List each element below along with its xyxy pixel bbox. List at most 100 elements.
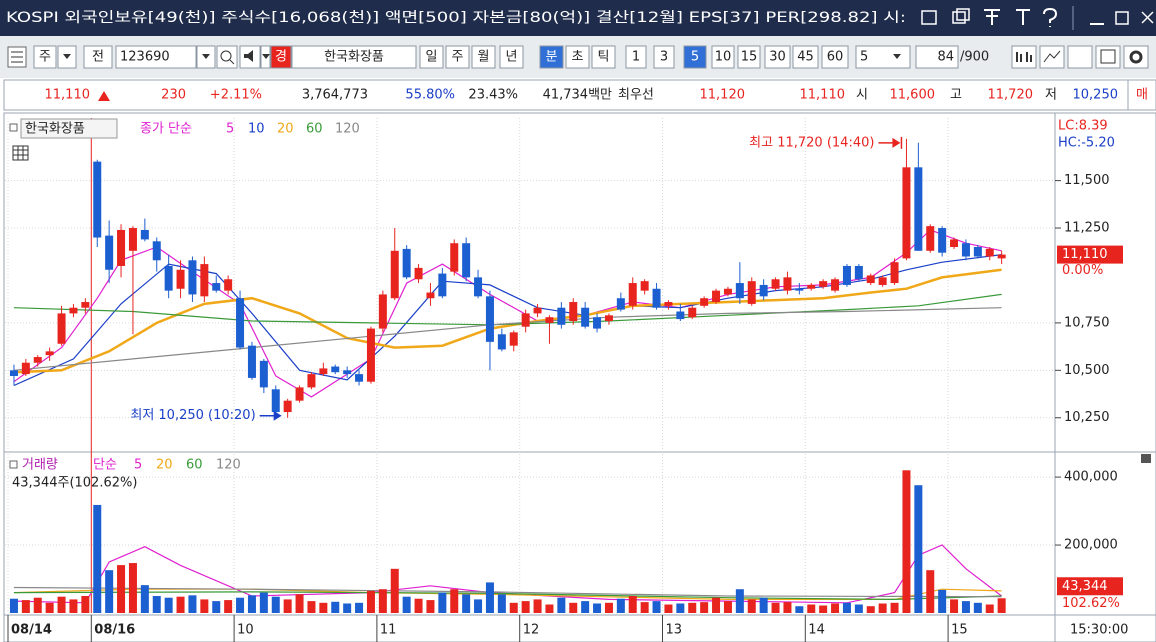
volume-bar <box>973 602 982 613</box>
button[interactable] <box>115 45 197 69</box>
volume-bar <box>640 602 649 613</box>
button[interactable] <box>419 45 444 69</box>
quote-best-label: 최우선 <box>618 88 654 103</box>
button[interactable] <box>821 45 849 69</box>
volume-bar <box>569 602 578 613</box>
dropdown-arrow[interactable] <box>63 54 71 59</box>
quote-low: 10,250 <box>1073 88 1119 103</box>
button[interactable] <box>625 45 647 69</box>
tool-icon <box>1043 50 1061 63</box>
volume-bar <box>795 606 804 613</box>
ma-line <box>13 591 1002 601</box>
button[interactable] <box>737 45 761 69</box>
volume-bar <box>271 596 280 613</box>
button[interactable] <box>1039 45 1065 69</box>
volume-bar <box>164 597 173 613</box>
button[interactable] <box>565 45 590 69</box>
quote-change-pct: +2.11% <box>210 88 262 103</box>
last-price: 11,110 <box>1062 247 1108 262</box>
button[interactable] <box>915 45 959 69</box>
time-label: 15:30:00 <box>1070 623 1128 638</box>
candle-body <box>854 265 863 280</box>
y-tick-label: 11,250 <box>1064 221 1110 236</box>
quote-amount: 41,734백만 <box>543 88 612 103</box>
title-bar <box>0 0 1156 36</box>
volume-bar <box>236 597 245 613</box>
button[interactable] <box>1067 45 1093 69</box>
button[interactable] <box>1123 45 1149 69</box>
pane-close[interactable] <box>1141 454 1151 463</box>
last-volume: 43,344 <box>1062 579 1108 594</box>
volume-bar <box>652 601 661 613</box>
quote-open: 11,600 <box>890 88 936 103</box>
button[interactable] <box>291 45 417 69</box>
volume-bar <box>81 596 90 613</box>
volume-bar <box>414 598 423 613</box>
last-change: 0.00% <box>1062 263 1103 278</box>
button[interactable] <box>1011 45 1037 69</box>
quote-more: 매 <box>1136 88 1148 103</box>
dropdown-arrow[interactable] <box>893 54 901 59</box>
icon[interactable] <box>956 8 970 21</box>
candle-body <box>628 283 637 306</box>
button[interactable] <box>711 45 735 69</box>
icon[interactable] <box>1016 9 1030 25</box>
quote-open-label: 시 <box>856 88 868 103</box>
volume-bar <box>307 601 316 613</box>
button[interactable] <box>499 45 524 69</box>
button[interactable] <box>1095 45 1121 69</box>
legend-icon <box>9 460 18 469</box>
icon[interactable] <box>921 10 937 25</box>
volume-bar <box>985 604 994 613</box>
candle-body <box>307 374 316 388</box>
volume-bar <box>295 594 304 613</box>
button[interactable] <box>855 45 911 69</box>
button[interactable] <box>83 45 113 69</box>
candle-body <box>914 167 923 251</box>
candle-body <box>402 248 411 278</box>
dropdown-arrow[interactable] <box>262 54 270 59</box>
volume-bar <box>831 603 840 613</box>
stock-code: 123690 <box>120 50 170 65</box>
candle-body <box>295 387 304 401</box>
volume-bar <box>961 601 970 613</box>
button[interactable] <box>33 45 57 69</box>
button[interactable] <box>591 45 616 69</box>
search-icon <box>229 59 235 65</box>
candle-body <box>819 281 828 287</box>
candle-body <box>331 366 340 373</box>
quote-turnover: 23.43% <box>468 88 518 103</box>
button[interactable] <box>683 45 707 69</box>
tool-icon <box>1100 49 1116 64</box>
candle-body <box>140 229 149 240</box>
legend-entry: 10 <box>248 122 265 137</box>
button[interactable] <box>445 45 470 69</box>
legend-entry: 120 <box>216 458 241 473</box>
legend-entry: 20 <box>277 122 294 137</box>
volume-bar <box>914 485 923 613</box>
close[interactable] <box>1141 11 1154 24</box>
icon[interactable] <box>1043 7 1058 27</box>
volume-bar <box>200 599 209 613</box>
candle-body <box>723 288 732 295</box>
candle-body <box>890 262 899 284</box>
legend-entry: 20 <box>156 458 173 473</box>
button[interactable] <box>792 45 819 69</box>
candle-body <box>81 302 90 308</box>
maximize[interactable] <box>1115 11 1129 25</box>
icon[interactable] <box>952 11 966 24</box>
dropdown-arrow[interactable] <box>202 54 210 59</box>
candle-body <box>569 302 578 321</box>
volume-bar <box>723 601 732 613</box>
button[interactable] <box>270 45 292 69</box>
button[interactable] <box>653 45 675 69</box>
icon[interactable] <box>984 9 1000 25</box>
button[interactable] <box>764 45 791 69</box>
volume-bar <box>604 602 613 613</box>
button[interactable] <box>471 45 496 69</box>
button[interactable] <box>216 45 238 69</box>
last-volume-pct: 102.62% <box>1062 596 1120 611</box>
button[interactable] <box>539 45 564 69</box>
candle-body <box>973 247 982 257</box>
